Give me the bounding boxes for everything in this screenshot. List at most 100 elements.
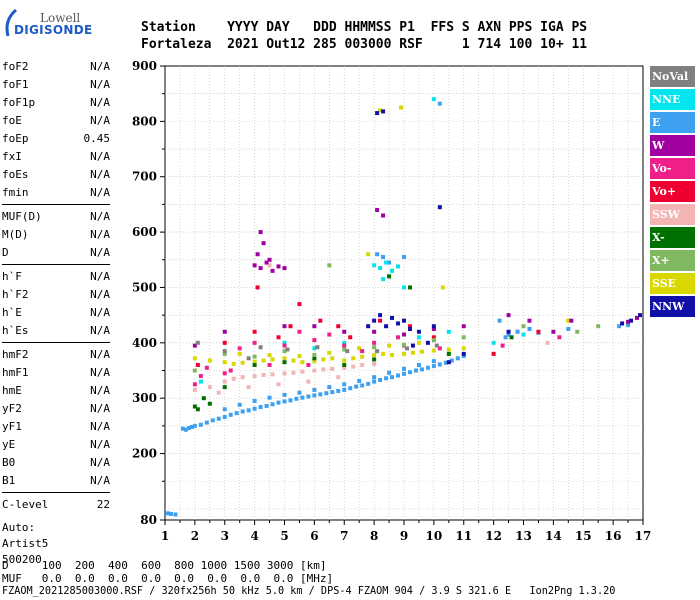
- data-point: [461, 354, 466, 359]
- param-row: hmF1 N/A: [2, 364, 110, 382]
- param-name: h`Es: [2, 324, 29, 337]
- data-point: [285, 347, 290, 352]
- param-value: N/A: [90, 384, 110, 397]
- data-point: [416, 340, 421, 345]
- param-name: MUF(D): [2, 210, 42, 223]
- data-point: [189, 424, 194, 429]
- autoscaling-info: Auto: Artist5 500200: [2, 520, 110, 568]
- data-point: [222, 329, 227, 334]
- series-e: [165, 101, 631, 517]
- param-name: D: [2, 246, 9, 259]
- data-point: [321, 357, 326, 362]
- x-tick-label: 13: [515, 529, 532, 543]
- digisonde-logo: Lowell DIGISONDE: [2, 2, 92, 44]
- param-name: B0: [2, 456, 16, 469]
- data-point: [461, 324, 466, 329]
- data-point: [536, 329, 541, 334]
- data-point: [425, 365, 430, 370]
- data-point: [390, 353, 395, 358]
- data-point: [240, 409, 245, 414]
- data-point: [252, 340, 257, 345]
- data-point: [372, 318, 377, 323]
- data-point: [404, 346, 409, 351]
- data-point: [327, 263, 332, 268]
- y-tick-label: 800: [132, 114, 157, 128]
- legend-item-sse: SSE: [650, 273, 695, 294]
- data-point: [372, 353, 377, 358]
- param-name: h`F2: [2, 288, 29, 301]
- data-point: [240, 375, 245, 380]
- data-point: [258, 345, 263, 350]
- data-point: [378, 313, 383, 318]
- data-point: [288, 398, 293, 403]
- data-point: [387, 274, 392, 279]
- data-point: [282, 266, 287, 271]
- param-value: N/A: [90, 246, 110, 259]
- data-point: [491, 340, 496, 345]
- data-point: [387, 260, 392, 265]
- param-value: N/A: [90, 210, 110, 223]
- data-point: [222, 415, 227, 420]
- data-point: [431, 97, 436, 102]
- data-point: [252, 263, 257, 268]
- series-w: [192, 207, 640, 348]
- series-x-: [192, 274, 514, 412]
- data-point: [237, 402, 242, 407]
- data-point: [437, 362, 442, 367]
- data-point: [342, 340, 347, 345]
- data-point: [375, 349, 380, 354]
- data-point: [207, 358, 212, 363]
- x-tick-label: 3: [221, 529, 229, 543]
- param-row: fmin N/A: [2, 184, 110, 202]
- data-point: [437, 101, 442, 106]
- param-name: B1: [2, 474, 16, 487]
- series-nnw: [366, 109, 643, 365]
- data-point: [246, 356, 251, 361]
- data-point: [402, 351, 406, 356]
- data-point: [258, 405, 263, 410]
- x-tick-label: 9: [400, 529, 408, 543]
- param-value: N/A: [90, 348, 110, 361]
- data-point: [503, 335, 508, 340]
- data-point: [255, 252, 260, 257]
- data-point: [306, 394, 311, 399]
- data-point: [237, 351, 242, 356]
- data-point: [252, 406, 257, 411]
- data-point: [267, 263, 272, 268]
- param-row: B0 N/A: [2, 454, 110, 472]
- data-point: [267, 362, 272, 367]
- x-tick-label: 15: [575, 529, 592, 543]
- data-point: [416, 329, 421, 334]
- param-row: hmE N/A: [2, 382, 110, 400]
- param-row: h`Es N/A: [2, 322, 110, 340]
- data-point: [312, 387, 317, 392]
- data-point: [396, 264, 401, 269]
- x-tick-label: 8: [370, 529, 378, 543]
- param-name: foF1p: [2, 96, 36, 109]
- data-point: [527, 326, 532, 331]
- data-point: [575, 329, 580, 334]
- logo-lowell: Lowell: [40, 11, 81, 25]
- data-point: [306, 379, 311, 384]
- data-point: [261, 241, 266, 246]
- data-point: [396, 321, 401, 326]
- data-point: [402, 332, 406, 337]
- data-point: [312, 359, 317, 364]
- data-point: [207, 401, 212, 406]
- data-point: [276, 400, 281, 405]
- y-tick-label: 80: [140, 513, 157, 527]
- param-name: hmE: [2, 384, 22, 397]
- param-value: N/A: [90, 78, 110, 91]
- data-point: [399, 105, 404, 110]
- data-point: [431, 324, 436, 329]
- data-point: [357, 379, 362, 384]
- data-point: [300, 360, 305, 365]
- param-row: h`F2 N/A: [2, 286, 110, 304]
- data-point: [228, 412, 233, 417]
- data-point: [381, 213, 386, 218]
- data-point: [342, 347, 347, 352]
- data-point: [216, 390, 221, 395]
- data-point: [372, 329, 377, 334]
- data-point: [366, 324, 371, 329]
- data-point: [375, 111, 380, 116]
